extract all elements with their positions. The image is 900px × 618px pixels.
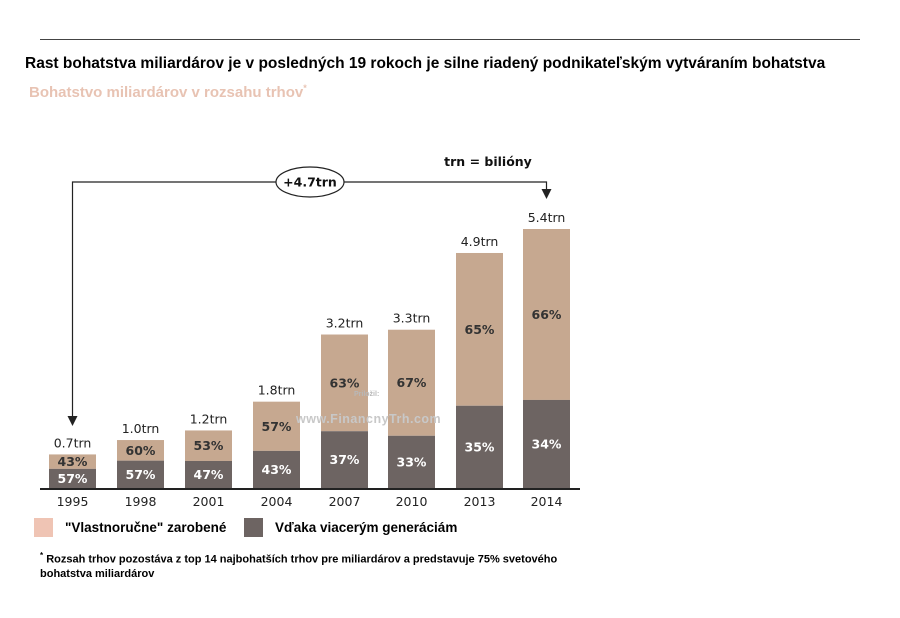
bar-label-inherited-2001: 47% bbox=[194, 467, 224, 482]
bar-label-inherited-2004: 43% bbox=[262, 462, 292, 477]
total-label-2013: 4.9trn bbox=[461, 234, 499, 249]
bar-label-self-made-2001: 53% bbox=[194, 438, 224, 453]
bar-self-made-2004 bbox=[253, 401, 300, 451]
total-label-1998: 1.0trn bbox=[122, 421, 160, 436]
bar-label-self-made-2013: 65% bbox=[465, 322, 495, 337]
watermark-label: Priložil: bbox=[354, 391, 380, 398]
bar-self-made-2001 bbox=[185, 430, 232, 461]
bar-inherited-2010 bbox=[388, 435, 435, 488]
legend-swatch-self-made bbox=[34, 518, 53, 537]
total-label-2014: 5.4trn bbox=[528, 210, 566, 225]
unit-note: trn = bilióny bbox=[444, 154, 532, 169]
bar-inherited-1998 bbox=[117, 460, 164, 488]
total-label-2004: 1.8trn bbox=[258, 383, 296, 398]
bar-self-made-2007 bbox=[321, 334, 368, 432]
subtitle-text: Bohatstvo miliardárov v rozsahu trhov bbox=[29, 84, 304, 101]
legend-label-self-made: "Vlastnoručne" zarobené bbox=[65, 520, 227, 535]
bar-label-self-made-1995: 43% bbox=[58, 454, 88, 469]
bar-inherited-2014 bbox=[523, 399, 570, 488]
growth-arrow-down-icon bbox=[67, 416, 78, 426]
bar-label-self-made-2007: 63% bbox=[330, 375, 360, 390]
x-tick-2004: 2004 bbox=[261, 494, 293, 509]
x-tick-2014: 2014 bbox=[531, 494, 563, 509]
total-label-2010: 3.3trn bbox=[393, 311, 431, 326]
bar-label-inherited-1995: 57% bbox=[58, 471, 88, 486]
legend-inherited: Vďaka viacerým generáciám bbox=[244, 518, 457, 537]
x-tick-2013: 2013 bbox=[464, 494, 496, 509]
legend-label-inherited: Vďaka viacerým generáciám bbox=[275, 520, 458, 535]
bar-label-inherited-2013: 35% bbox=[465, 439, 495, 454]
x-tick-2001: 2001 bbox=[193, 494, 225, 509]
bar-label-self-made-2004: 57% bbox=[262, 419, 292, 434]
page-title: Rast bohatstva miliardárov je v posledný… bbox=[25, 55, 826, 72]
growth-annotation-label: +4.7trn bbox=[283, 175, 337, 190]
total-label-1995: 0.7trn bbox=[54, 435, 92, 450]
bar-label-self-made-2010: 67% bbox=[397, 375, 427, 390]
growth-annotation-ellipse bbox=[275, 166, 345, 198]
legend-swatch-inherited bbox=[244, 518, 263, 537]
bar-label-self-made-2014: 66% bbox=[532, 307, 562, 322]
total-label-2001: 1.2trn bbox=[190, 411, 228, 426]
bar-inherited-2004 bbox=[253, 450, 300, 488]
bar-inherited-2001 bbox=[185, 460, 232, 488]
watermark-url: www.FinancnyTrh.com bbox=[296, 412, 442, 426]
legend-self-made: "Vlastnoručne" zarobené bbox=[34, 518, 226, 537]
subtitle-footnote-mark: * bbox=[303, 83, 307, 93]
bar-self-made-2013 bbox=[456, 252, 503, 406]
x-tick-2007: 2007 bbox=[329, 494, 361, 509]
bar-label-inherited-2014: 34% bbox=[532, 436, 562, 451]
bar-inherited-2007 bbox=[321, 431, 368, 488]
footnote: * Rozsah trhov pozostáva z top 14 najboh… bbox=[40, 549, 560, 581]
footnote-text: Rozsah trhov pozostáva z top 14 najbohat… bbox=[40, 553, 558, 580]
bar-inherited-2013 bbox=[456, 405, 503, 488]
total-label-2007: 3.2trn bbox=[326, 316, 364, 331]
bar-self-made-2014 bbox=[523, 229, 570, 400]
bar-self-made-1998 bbox=[117, 440, 164, 461]
bar-label-inherited-2007: 37% bbox=[330, 452, 360, 467]
bar-inherited-1995 bbox=[49, 468, 96, 488]
top-rule bbox=[40, 39, 860, 40]
x-tick-1998: 1998 bbox=[125, 494, 157, 509]
x-tick-1995: 1995 bbox=[57, 494, 89, 509]
growth-arrow-down-icon bbox=[541, 189, 552, 199]
bar-self-made-1995 bbox=[49, 454, 96, 469]
footnote-mark: * bbox=[40, 551, 44, 560]
bar-label-self-made-1998: 60% bbox=[126, 443, 156, 458]
bar-label-inherited-2010: 33% bbox=[397, 454, 427, 469]
bar-self-made-2010 bbox=[388, 329, 435, 436]
chart-subtitle: Bohatstvo miliardárov v rozsahu trhov* bbox=[29, 83, 307, 101]
x-tick-2010: 2010 bbox=[396, 494, 428, 509]
bar-label-inherited-1998: 57% bbox=[126, 467, 156, 482]
